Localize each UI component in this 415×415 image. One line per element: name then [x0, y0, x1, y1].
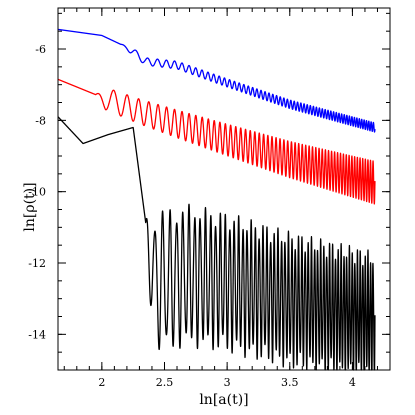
y-tick-label: -6 — [35, 43, 46, 56]
series-line-2 — [57, 78, 376, 205]
series-line-3 — [57, 116, 376, 371]
y-tick-label: -10 — [28, 186, 46, 199]
axes: 2 2.5 3 3.5 4 -14 -12 -10 -8 -6 — [28, 7, 391, 389]
x-tick-label: 4 — [349, 376, 356, 389]
x-axis-label: ln[a(t)] — [199, 392, 248, 408]
y-tick-label: -8 — [35, 114, 46, 127]
x-tick-label: 2.5 — [156, 376, 174, 389]
series-line-1 — [57, 28, 376, 133]
plot-frame — [57, 7, 391, 371]
y-tick-label: -14 — [28, 328, 46, 341]
x-tick-label: 3 — [224, 376, 231, 389]
y-axis-label: ln[ρ(t)] — [22, 182, 38, 231]
y-tick-label: -12 — [28, 257, 46, 270]
x-tick-label: 3.5 — [281, 376, 299, 389]
x-tick-label: 2 — [98, 376, 105, 389]
curves — [57, 28, 376, 371]
